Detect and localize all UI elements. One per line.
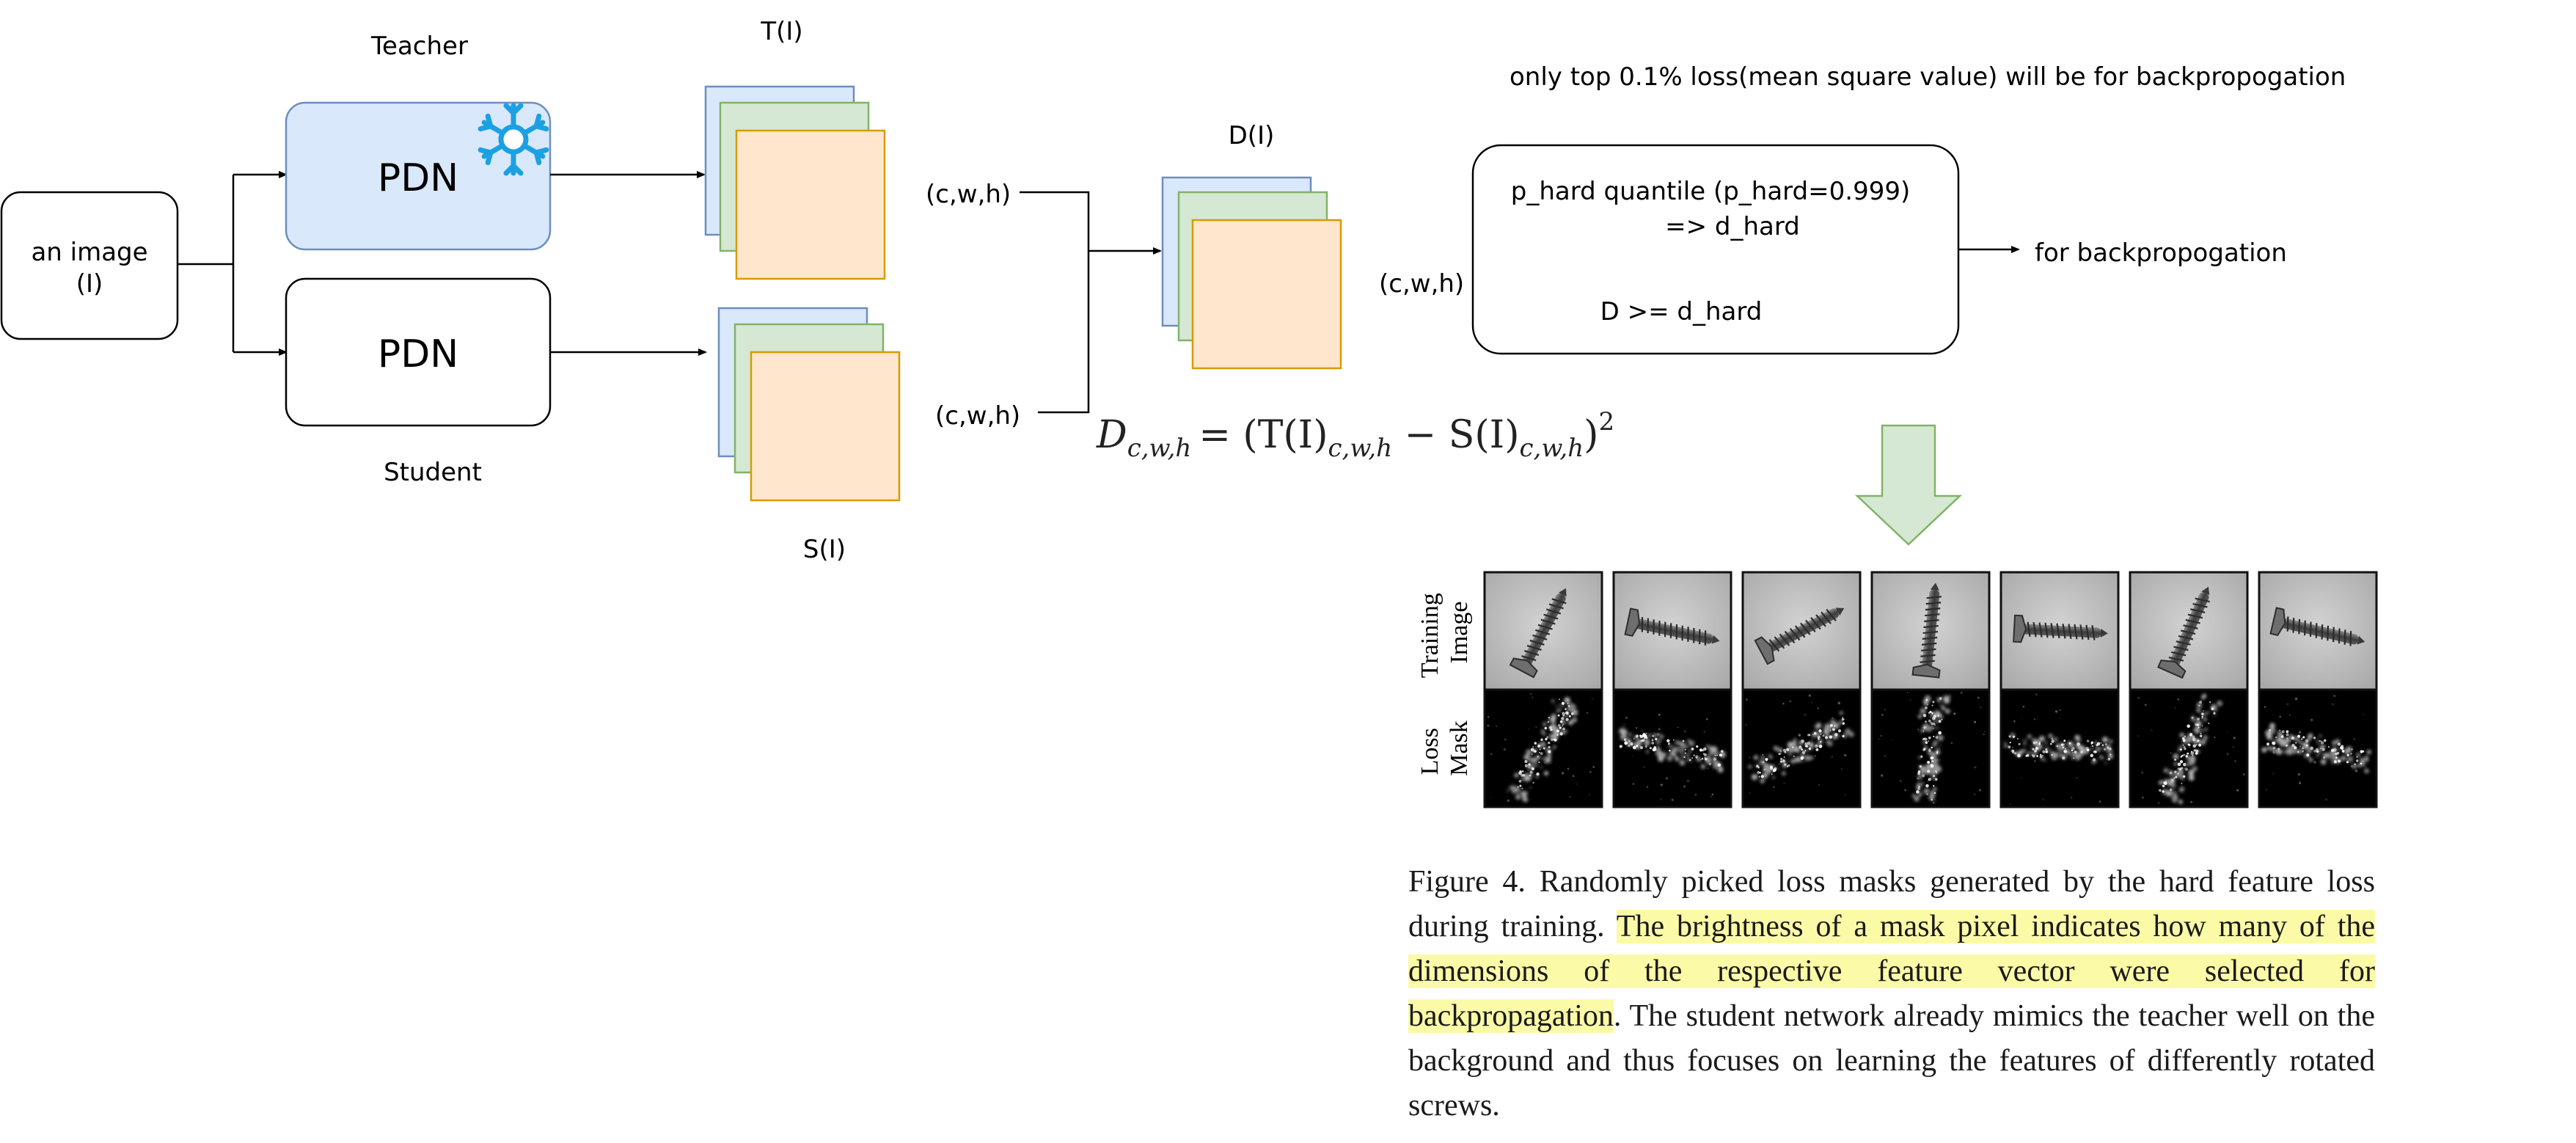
mask-speckle: [1619, 725, 1726, 773]
screw-icon: [1624, 607, 1720, 646]
merge-edges: [1020, 191, 1162, 414]
screw-icon: [1911, 583, 1942, 679]
input-image-label: an image: [31, 238, 147, 267]
training-row-label: Training Image: [1416, 587, 1473, 678]
loss-mask-image: [2258, 688, 2378, 808]
training-image: [1612, 571, 1732, 691]
screw-icon: [1509, 588, 1567, 679]
training-image: [2129, 571, 2249, 691]
mask-speckle: [1748, 711, 1854, 784]
box-input-dims-label: (c,w,h): [1379, 269, 1464, 299]
caption-text: Figure 4. Randomly picked loss masks gen…: [1408, 865, 2375, 943]
training-image: [1999, 571, 2120, 691]
figure-caption: Figure 4. Randomly picked loss masks gen…: [1408, 860, 2376, 1128]
training-image: [1741, 571, 1862, 691]
input-branch-edges: [178, 171, 288, 356]
loss-mask-image: [1741, 688, 1862, 808]
screw-icon: [2157, 586, 2210, 679]
training-image: [2258, 571, 2378, 691]
student-output-label: S(I): [803, 535, 846, 564]
teacher-caption: Teacher: [370, 32, 468, 61]
difference-label: D(I): [1229, 121, 1275, 150]
loss-mask-image: [1483, 688, 1603, 808]
loss-mask-figure: [1483, 571, 2378, 808]
loss-mask-image: [2129, 688, 2249, 808]
loss-mask-image: [1612, 688, 1732, 808]
input-image-node: an image (I): [0, 191, 179, 340]
snowflake-icon: [477, 103, 549, 176]
mask-speckle: [1506, 697, 1578, 803]
caption-text-end: . The student network already mimics the…: [1408, 999, 2375, 1122]
mask-speckle: [2261, 723, 2371, 773]
student-pdn-label: PDN: [378, 332, 458, 376]
screw-icon: [1754, 607, 1845, 665]
input-image-sublabel: (I): [76, 269, 103, 299]
mask-speckle: [2159, 693, 2222, 804]
student-output-stack: [717, 307, 901, 502]
difference-formula: Dc,w,h = (T(I)c,w,h − S(I)c,w,h)2: [1096, 407, 1614, 463]
screw-icon: [2269, 607, 2365, 646]
hard-loss-line1: p_hard quantile (p_hard=0.999): [1511, 177, 1910, 206]
student-caption: Student: [384, 458, 482, 487]
teacher-dims-label: (c,w,h): [926, 180, 1011, 209]
student-pdn-node: PDN: [285, 277, 552, 427]
loss-row-label: Loss Mask: [1416, 720, 1473, 776]
top-note: only top 0.1% loss(mean square value) wi…: [1510, 62, 2346, 92]
teacher-pdn-node: PDN: [285, 101, 552, 251]
teacher-pdn-label: PDN: [378, 156, 458, 200]
student-dims-label: (c,w,h): [935, 401, 1020, 431]
teacher-output-label: T(I): [760, 17, 802, 46]
loss-mask-image: [1999, 688, 2120, 808]
teacher-output-stack: [704, 85, 886, 280]
hard-loss-line3: D >= d_hard: [1600, 297, 1763, 326]
training-image: [1870, 571, 1991, 691]
training-image: [1483, 571, 1603, 691]
output-label: for backpropogation: [2035, 238, 2287, 268]
screw-icon: [2013, 614, 2108, 643]
hard-loss-box: p_hard quantile (p_hard=0.999) => d_hard…: [1471, 144, 1960, 355]
mask-speckle: [1912, 695, 1951, 803]
down-arrow: [1854, 424, 1963, 546]
loss-mask-image: [1870, 688, 1991, 808]
difference-stack: [1161, 176, 1342, 370]
mask-speckle: [2004, 733, 2114, 764]
hard-loss-line2: => d_hard: [1665, 212, 1800, 241]
